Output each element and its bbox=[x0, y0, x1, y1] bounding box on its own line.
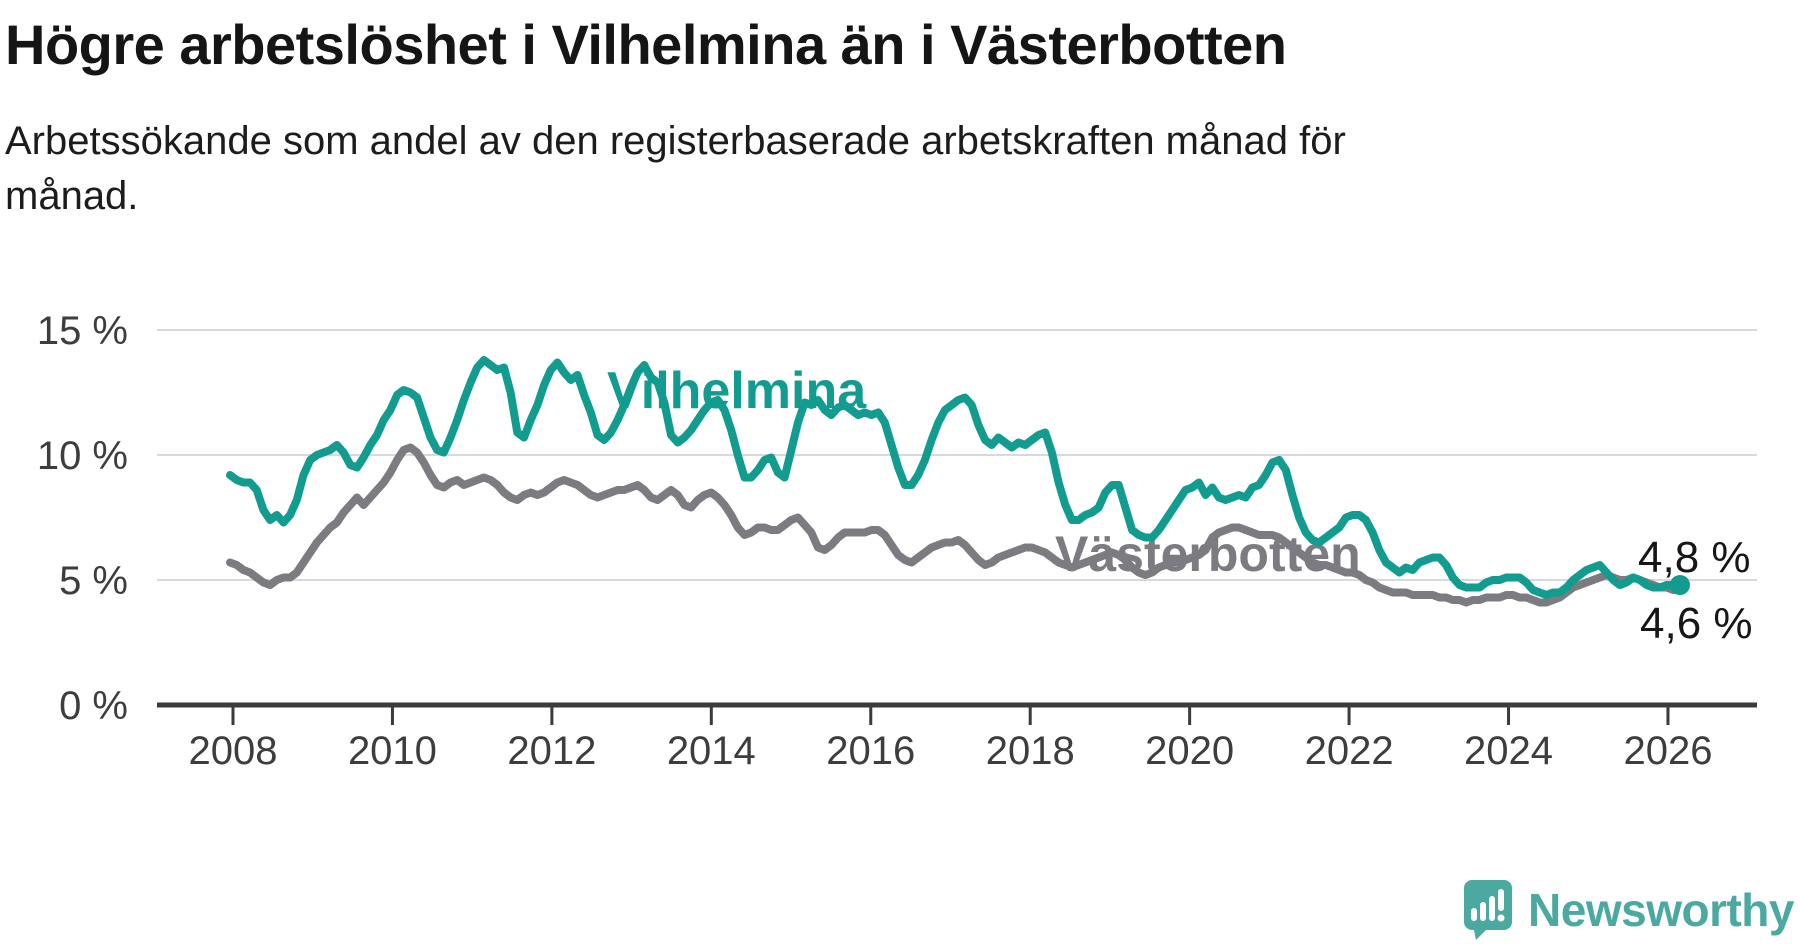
newsworthy-logo[interactable]: Newsworthy bbox=[1460, 878, 1794, 942]
end-label-vasterbotten: 4,6 % bbox=[1640, 599, 1753, 648]
x-tick-label-2026: 2026 bbox=[1623, 729, 1712, 773]
x-tick-label-2008: 2008 bbox=[189, 729, 278, 773]
end-label-vilhelmina: 4,8 % bbox=[1638, 533, 1751, 582]
x-tick-label-2014: 2014 bbox=[667, 729, 756, 773]
series-label-vilhelmina: Vilhelmina bbox=[607, 362, 867, 420]
series-line-vasterbotten bbox=[226, 443, 1684, 607]
x-tick-label-2012: 2012 bbox=[507, 729, 596, 773]
y-tick-label-0: 0 % bbox=[59, 684, 128, 728]
x-tick-label-2018: 2018 bbox=[986, 729, 1075, 773]
page-title: Högre arbetslöshet i Vilhelmina än i Väs… bbox=[5, 13, 1287, 76]
series-line-vilhelmina bbox=[226, 356, 1684, 599]
chart-subtitle: Arbetssökande som andel av den registerb… bbox=[5, 119, 1346, 218]
x-tick-label-2022: 2022 bbox=[1305, 729, 1394, 773]
y-tick-label-10: 10 % bbox=[37, 434, 128, 478]
newsworthy-bubble-icon bbox=[1464, 880, 1513, 940]
x-tick-label-2016: 2016 bbox=[826, 729, 915, 773]
x-tick-label-2010: 2010 bbox=[348, 729, 437, 773]
y-tick-label-15: 15 % bbox=[37, 309, 128, 353]
series-end-dot bbox=[1670, 575, 1690, 595]
newsworthy-logo-text: Newsworthy bbox=[1528, 884, 1794, 936]
x-tick-label-2020: 2020 bbox=[1145, 729, 1234, 773]
series-label-vasterbotten: Västerbotten bbox=[1055, 526, 1361, 582]
y-tick-label-5: 5 % bbox=[59, 559, 128, 603]
x-tick-label-2024: 2024 bbox=[1464, 729, 1553, 773]
